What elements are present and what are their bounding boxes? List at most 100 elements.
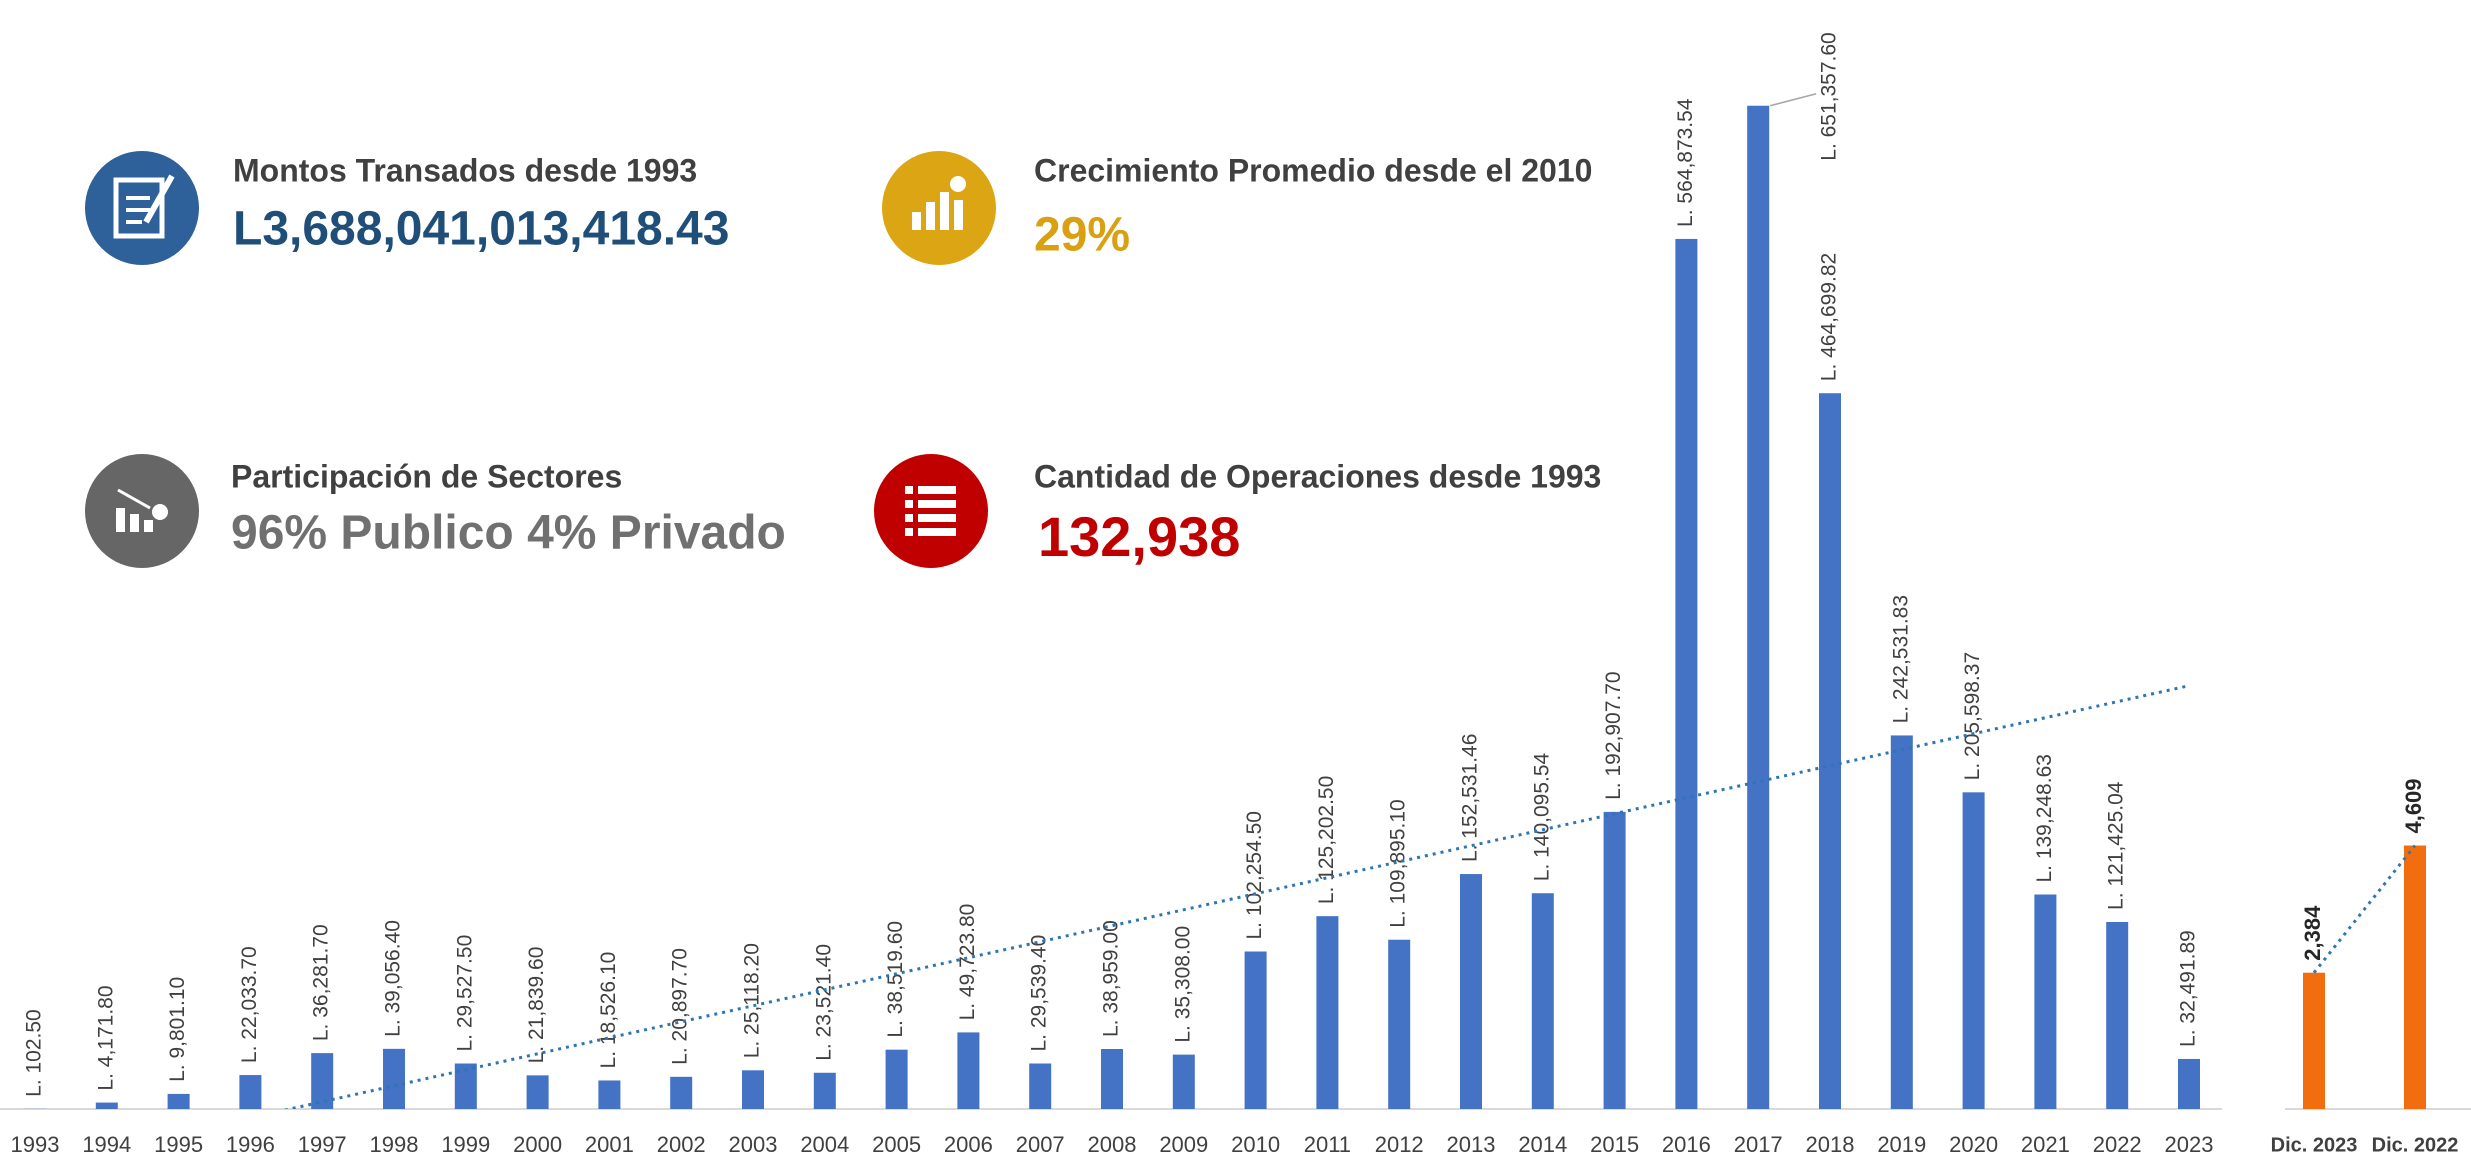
bar	[886, 1050, 908, 1109]
bar	[168, 1094, 190, 1109]
bar	[742, 1070, 764, 1109]
bar	[1891, 735, 1913, 1109]
bar	[814, 1073, 836, 1109]
x-tick-label: 2007	[1016, 1132, 1065, 1157]
x-tick-label: 2001	[585, 1132, 634, 1157]
data-label: L. 9,801.10	[166, 977, 189, 1082]
x-tick-label: 2012	[1375, 1132, 1424, 1157]
bar	[1101, 1049, 1123, 1109]
kpi-title: Cantidad de Operaciones desde 1993	[1034, 458, 1601, 494]
x-tick-label: 2021	[2021, 1132, 2070, 1157]
bar	[1173, 1055, 1195, 1109]
icon-glyph	[905, 528, 913, 536]
data-label: L. 29,539.40	[1028, 935, 1051, 1052]
bar	[1604, 812, 1626, 1109]
data-label: L. 20,897.70	[669, 948, 692, 1065]
kpi-value: 132,938	[1038, 505, 1240, 568]
bar	[2034, 895, 2056, 1109]
x-tick-label: 2005	[872, 1132, 921, 1157]
icon-glyph	[130, 514, 139, 532]
icon-glyph	[912, 212, 921, 230]
x-tick-label: 2008	[1088, 1132, 1137, 1157]
icon-glyph	[918, 528, 956, 536]
bar	[2404, 846, 2426, 1109]
icon-glyph	[918, 500, 956, 508]
kpi-title: Montos Transados desde 1993	[233, 152, 697, 188]
bar	[239, 1075, 261, 1109]
data-label: L. 18,526.10	[597, 952, 620, 1069]
x-tick-label: 2019	[1877, 1132, 1926, 1157]
icon-glyph	[940, 192, 949, 230]
data-label: L. 4,171.80	[94, 985, 117, 1090]
icon-glyph	[918, 486, 956, 494]
x-tick-label: 2015	[1590, 1132, 1639, 1157]
data-label: L. 102,254.50	[1243, 811, 1266, 939]
x-tick-label: 2006	[944, 1132, 993, 1157]
x-tick-label: 1994	[82, 1132, 131, 1157]
x-tick-label: 2009	[1159, 1132, 1208, 1157]
icon-glyph	[905, 500, 913, 508]
data-label: L. 242,531.83	[1889, 595, 1912, 723]
bar	[1388, 940, 1410, 1109]
data-label: L. 35,308.00	[1171, 926, 1194, 1043]
x-tick-label: Dic. 2023	[2271, 1134, 2358, 1156]
data-label: L. 464,699.82	[1818, 253, 1841, 381]
bar	[1963, 792, 1985, 1109]
x-tick-label: 2014	[1518, 1132, 1567, 1157]
data-label: 2,384	[2300, 905, 2325, 961]
icon-glyph	[918, 514, 956, 522]
data-label: L. 152,531.46	[1459, 734, 1482, 862]
icon-glyph	[116, 508, 125, 532]
x-tick-label: Dic. 2022	[2372, 1134, 2459, 1156]
kpi-title: Participación de Sectores	[231, 458, 622, 494]
x-tick-label: 2002	[657, 1132, 706, 1157]
data-label: L. 102.50	[23, 1009, 46, 1097]
bar	[383, 1049, 405, 1109]
data-label: L. 564,873.54	[1674, 98, 1697, 227]
x-tick-label: 1999	[441, 1132, 490, 1157]
bar	[1675, 239, 1697, 1109]
bar	[670, 1077, 692, 1109]
x-tick-label: 2011	[1304, 1132, 1351, 1157]
bar	[1532, 893, 1554, 1109]
icon-glyph	[144, 520, 153, 532]
icon-glyph	[905, 514, 913, 522]
kpi-value: 96% Publico 4% Privado	[231, 507, 786, 560]
x-tick-label: 2020	[1949, 1132, 1998, 1157]
bar	[96, 1103, 118, 1109]
data-label: L. 32,491.89	[2177, 930, 2200, 1047]
x-tick-label: 2004	[800, 1132, 849, 1157]
x-tick-label: 2018	[1806, 1132, 1855, 1157]
data-label: L. 205,598.37	[1961, 652, 1984, 780]
x-tick-label: 1996	[226, 1132, 275, 1157]
data-label: L. 139,248.63	[2033, 754, 2056, 882]
icon-glyph	[950, 176, 966, 192]
bar	[957, 1032, 979, 1109]
icon	[882, 151, 996, 265]
bar	[1819, 393, 1841, 1109]
bar	[598, 1080, 620, 1109]
icon-glyph	[926, 202, 935, 230]
data-label: 4,609	[2401, 778, 2426, 833]
x-tick-label: 2000	[513, 1132, 562, 1157]
data-label: L. 140,095.54	[1530, 752, 1553, 881]
data-label: L. 651,357.60	[1818, 32, 1841, 160]
data-label: L. 38,959.00	[1100, 920, 1123, 1037]
x-tick-label: 1998	[370, 1132, 419, 1157]
data-label: L. 22,033.70	[238, 946, 261, 1063]
data-label: L. 109,895.10	[1387, 799, 1410, 927]
bar	[1245, 951, 1267, 1109]
icon-glyph	[954, 200, 963, 230]
data-label: L. 21,839.60	[525, 947, 548, 1064]
x-tick-label: 2010	[1231, 1132, 1280, 1157]
bar	[527, 1075, 549, 1109]
icon	[874, 454, 988, 568]
x-tick-label: 2017	[1734, 1132, 1783, 1157]
data-label: L. 23,521.40	[812, 944, 835, 1061]
icon-glyph	[905, 486, 913, 494]
trendline	[2314, 846, 2415, 973]
icon-glyph	[152, 504, 168, 520]
bar	[1029, 1064, 1051, 1109]
